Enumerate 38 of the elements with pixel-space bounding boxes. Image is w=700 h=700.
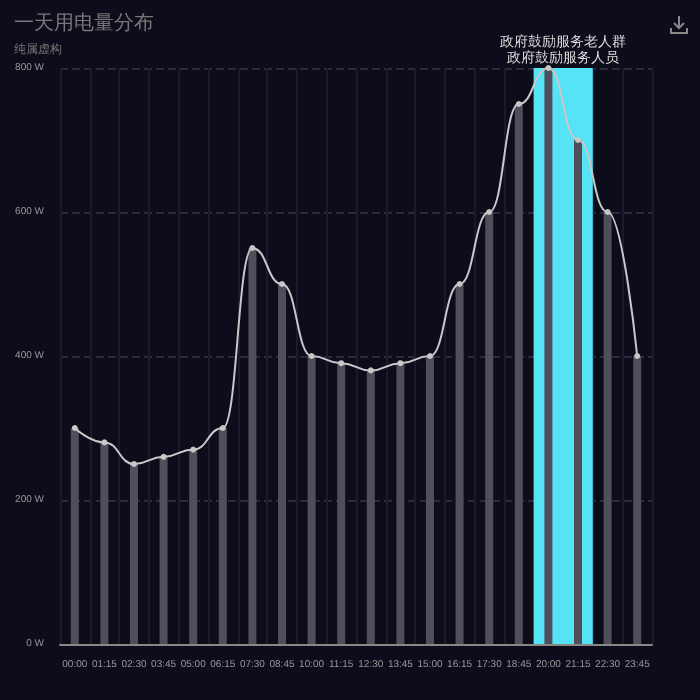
point [190,446,197,453]
bar [100,442,109,644]
point [308,353,315,359]
point [456,281,463,287]
point [367,367,374,374]
bar [189,449,198,644]
point [160,453,167,460]
bar [278,284,286,644]
bar [130,464,138,644]
bar [218,428,227,644]
point [486,209,493,215]
bar [574,140,582,644]
bar [307,356,316,644]
bar [603,212,612,644]
point [338,360,345,367]
point [545,65,552,71]
bar [633,356,642,644]
bar [337,363,346,644]
bar [514,104,523,644]
point [397,360,404,367]
bar [426,356,434,644]
bar [159,456,168,644]
point [101,439,108,446]
bar [396,363,405,644]
bar [70,428,79,644]
bar [455,284,464,644]
bar [485,212,494,644]
bar [544,68,553,644]
line-series [71,65,641,467]
point [219,425,226,431]
point [515,101,522,107]
chart-title: 一天用电量分布 [14,11,154,35]
point [604,209,611,215]
bar [248,248,257,644]
bar [366,370,375,644]
point [249,245,256,251]
point [634,353,641,359]
point [71,425,78,431]
